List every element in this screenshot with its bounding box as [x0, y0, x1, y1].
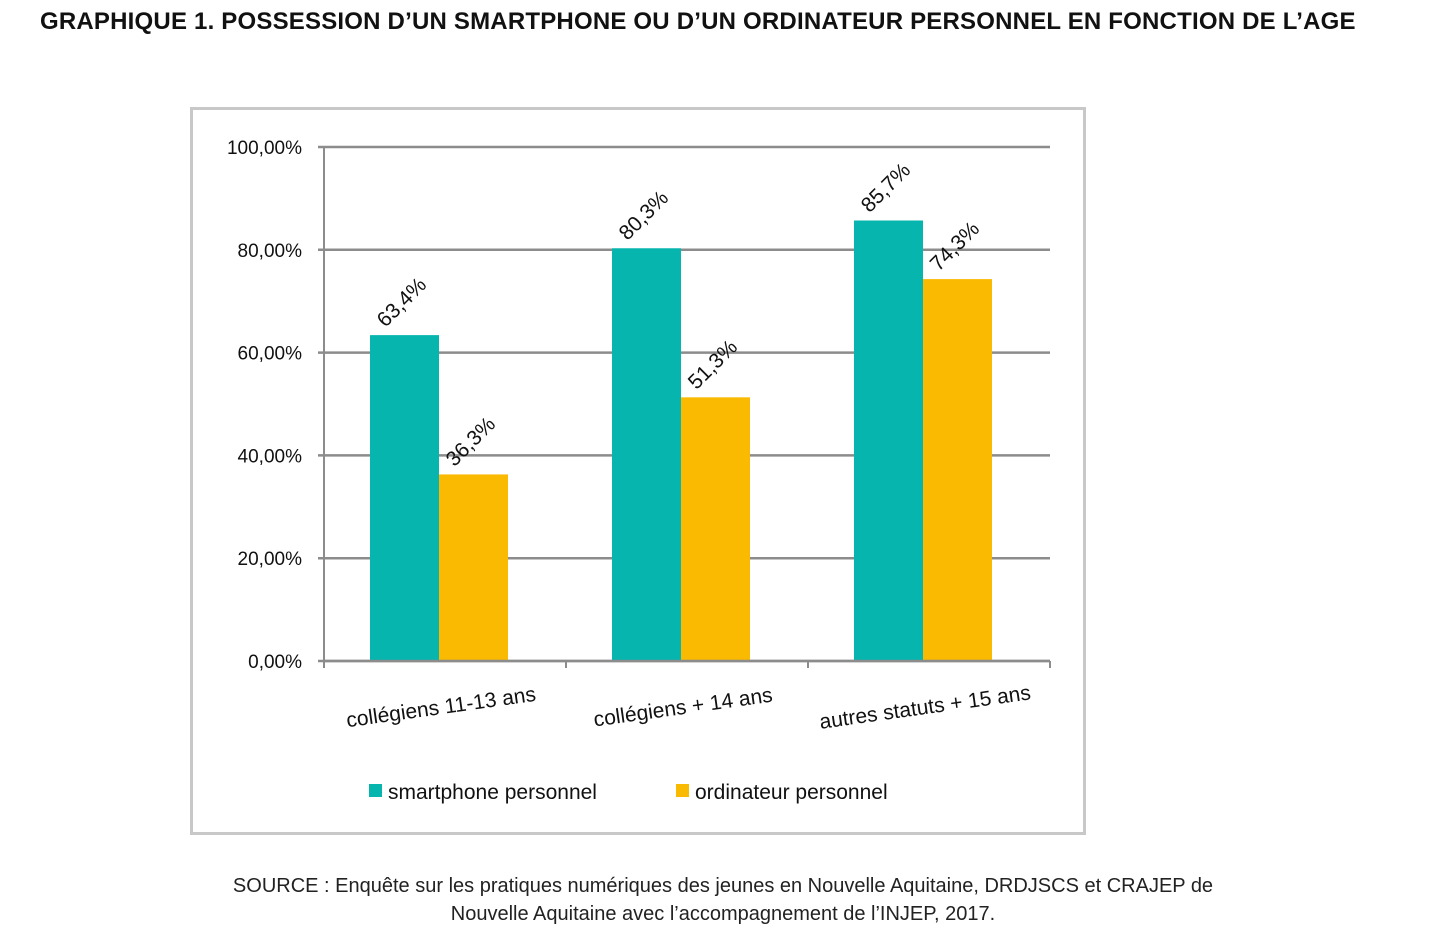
data-label: 74,3% [926, 217, 984, 275]
bar-ordinateur [923, 279, 992, 661]
bar-smartphone [370, 335, 439, 661]
data-label: 51,3% [684, 336, 742, 394]
legend-label: smartphone personnel [388, 781, 597, 804]
data-label: 63,4% [373, 273, 431, 331]
source-line-2: Nouvelle Aquitaine avec l’accompagnement… [450, 903, 996, 925]
legend-label: ordinateur personnel [695, 781, 888, 804]
legend-swatch-smartphone [369, 784, 382, 797]
y-tick-label: 100,00% [227, 138, 302, 159]
chart-title: GRAPHIQUE 1. POSSESSION D’UN SMARTPHONE … [40, 8, 1356, 35]
data-label: 80,3% [615, 186, 673, 244]
data-label: 36,3% [442, 413, 500, 471]
bar-smartphone [612, 248, 681, 661]
y-tick-label: 80,00% [238, 241, 303, 262]
y-tick-label: 40,00% [238, 446, 303, 467]
source-line-1: SOURCE : Enquête sur les pratiques numér… [232, 875, 1214, 897]
x-category-label: collégiens + 14 ans [592, 684, 774, 732]
data-label: 85,7% [857, 159, 915, 217]
legend-swatch-ordinateur [676, 784, 689, 797]
x-category-label: autres statuts + 15 ans [818, 681, 1032, 733]
x-category-label: collégiens 11-13 ans [345, 683, 537, 732]
y-tick-label: 0,00% [248, 652, 302, 673]
y-tick-label: 20,00% [238, 549, 303, 570]
source-note: SOURCE : Enquête sur les pratiques numér… [0, 872, 1446, 928]
bar-smartphone [854, 220, 923, 661]
bar-ordinateur [681, 397, 750, 661]
bar-ordinateur [439, 474, 508, 661]
y-tick-label: 60,00% [238, 344, 303, 365]
